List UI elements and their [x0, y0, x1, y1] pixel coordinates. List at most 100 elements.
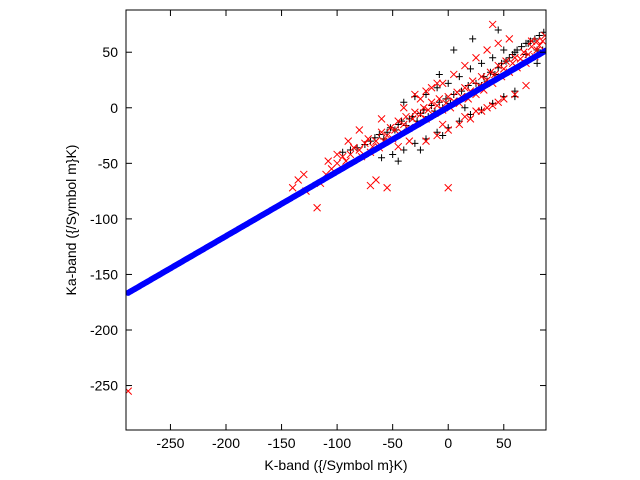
data-point	[478, 59, 486, 67]
data-point	[477, 72, 486, 81]
data-point	[483, 46, 491, 54]
data-point	[461, 61, 469, 70]
x-tick-label: 0	[444, 435, 452, 451]
data-point	[416, 146, 424, 154]
data-point	[383, 183, 391, 192]
data-point	[378, 154, 386, 162]
data-point	[339, 148, 347, 156]
data-point	[505, 35, 514, 43]
data-point	[438, 120, 447, 129]
data-point	[518, 43, 526, 51]
x-tick-label: -250	[156, 435, 184, 451]
data-point	[400, 98, 408, 106]
data-point	[433, 79, 441, 88]
data-point	[399, 120, 408, 129]
data-point	[411, 90, 419, 99]
data-point	[391, 126, 399, 134]
data-point	[394, 157, 402, 165]
data-point	[472, 107, 480, 115]
data-point	[402, 112, 410, 121]
data-point	[389, 150, 397, 158]
data-point	[461, 112, 469, 121]
data-point	[355, 126, 364, 134]
data-point	[416, 110, 425, 119]
data-point	[405, 137, 414, 145]
data-point	[288, 183, 297, 192]
data-point	[433, 128, 441, 136]
data-point	[439, 132, 447, 140]
data-point	[486, 68, 495, 77]
data-point	[538, 37, 546, 45]
y-tick-label: -250	[90, 378, 118, 394]
data-point	[494, 61, 503, 70]
data-point	[444, 183, 453, 192]
data-point	[419, 103, 428, 112]
plot-frame	[125, 9, 547, 431]
data-point	[346, 150, 355, 159]
data-point	[435, 95, 444, 103]
data-point	[533, 37, 541, 45]
data-point	[433, 84, 441, 92]
data-point	[338, 152, 347, 161]
y-tick-label: 50	[102, 44, 118, 60]
data-point	[398, 117, 406, 125]
data-point	[466, 115, 475, 123]
series-layer	[126, 20, 546, 395]
data-point	[494, 39, 503, 48]
data-point	[438, 79, 447, 88]
data-point	[126, 387, 133, 395]
data-point	[511, 90, 519, 99]
data-point	[399, 103, 408, 112]
data-point	[502, 57, 510, 65]
data-point	[433, 131, 441, 140]
data-point	[519, 48, 528, 57]
data-point	[383, 128, 391, 136]
data-point	[455, 73, 463, 81]
data-point	[483, 103, 491, 112]
data-point	[416, 95, 425, 103]
y-tick-label: -200	[90, 322, 118, 338]
data-point	[464, 82, 472, 90]
data-point	[533, 59, 541, 67]
y-tick-label: -50	[98, 155, 118, 171]
data-point	[455, 117, 463, 125]
x-tick-label: 50	[496, 435, 512, 451]
data-point	[478, 106, 486, 114]
data-point	[488, 101, 497, 110]
x-tick-label: -200	[212, 435, 240, 451]
data-point	[422, 90, 430, 98]
data-point	[433, 101, 441, 110]
data-point	[527, 37, 536, 45]
data-point	[489, 54, 497, 62]
data-point	[411, 139, 419, 147]
data-point	[394, 142, 403, 151]
data-point	[299, 170, 308, 179]
axes: -250 -200 -150 -100 -50 0 50 -250 -200 -150 -100 -5…	[90, 10, 546, 451]
data-point	[349, 143, 358, 152]
data-point	[477, 107, 486, 115]
data-point	[535, 41, 544, 50]
data-point	[386, 123, 395, 132]
data-point	[469, 35, 477, 43]
data-point	[333, 150, 341, 159]
data-point	[494, 98, 503, 107]
data-point	[333, 159, 341, 168]
data-point	[488, 20, 497, 29]
data-point	[422, 87, 430, 95]
data-point	[402, 122, 410, 130]
data-point	[494, 26, 502, 34]
data-point	[411, 108, 419, 117]
data-point	[364, 135, 373, 143]
data-point	[377, 115, 386, 123]
data-point	[427, 83, 436, 92]
data-point	[461, 104, 469, 112]
data-point	[324, 157, 333, 165]
data-point	[377, 128, 386, 137]
data-point	[355, 146, 364, 154]
data-point	[522, 81, 530, 90]
data-point	[472, 53, 480, 62]
x-tick-label: -50	[383, 435, 403, 451]
data-point	[424, 106, 433, 114]
data-point	[450, 90, 458, 98]
